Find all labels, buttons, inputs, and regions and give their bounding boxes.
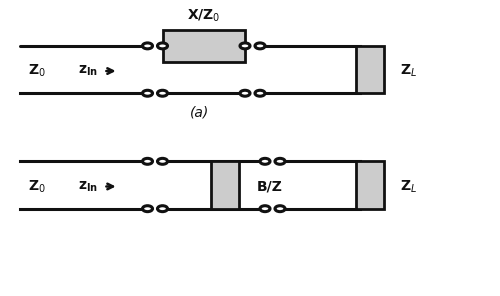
Bar [356,161,384,209]
Text: $\mathbf{z_{In}}$: $\mathbf{z_{In}}$ [78,64,98,78]
Bar [211,161,239,209]
Circle shape [275,158,285,164]
Circle shape [158,158,168,164]
Circle shape [255,43,265,49]
Circle shape [260,206,270,212]
Circle shape [240,43,250,49]
Circle shape [260,158,270,164]
Circle shape [142,43,152,49]
Circle shape [158,43,168,49]
Text: Z$_0$: Z$_0$ [28,63,45,79]
Text: (a): (a) [190,105,210,120]
Text: Z$_0$: Z$_0$ [28,178,45,195]
Circle shape [142,158,152,164]
Bar [162,30,245,62]
Circle shape [240,90,250,96]
Circle shape [255,90,265,96]
Circle shape [142,90,152,96]
Text: Z$_L$: Z$_L$ [400,63,417,79]
Circle shape [158,90,168,96]
Circle shape [142,206,152,212]
Circle shape [275,206,285,212]
Text: Z$_L$: Z$_L$ [400,178,417,195]
Text: B/Z: B/Z [256,179,282,194]
Bar [356,46,384,93]
Text: X/Z$_0$: X/Z$_0$ [188,7,220,24]
Circle shape [158,206,168,212]
Text: $\mathbf{z_{In}}$: $\mathbf{z_{In}}$ [78,179,98,194]
